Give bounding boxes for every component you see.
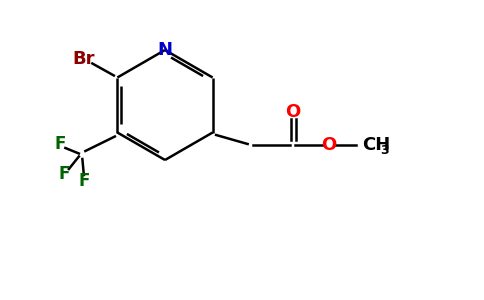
Text: F: F: [58, 165, 70, 183]
Text: F: F: [55, 135, 66, 153]
Text: Br: Br: [73, 50, 95, 68]
Text: O: O: [286, 103, 301, 121]
Text: F: F: [78, 172, 90, 190]
Text: CH: CH: [362, 136, 391, 154]
Text: N: N: [157, 41, 172, 59]
Text: 3: 3: [380, 143, 389, 157]
Text: O: O: [321, 136, 336, 154]
